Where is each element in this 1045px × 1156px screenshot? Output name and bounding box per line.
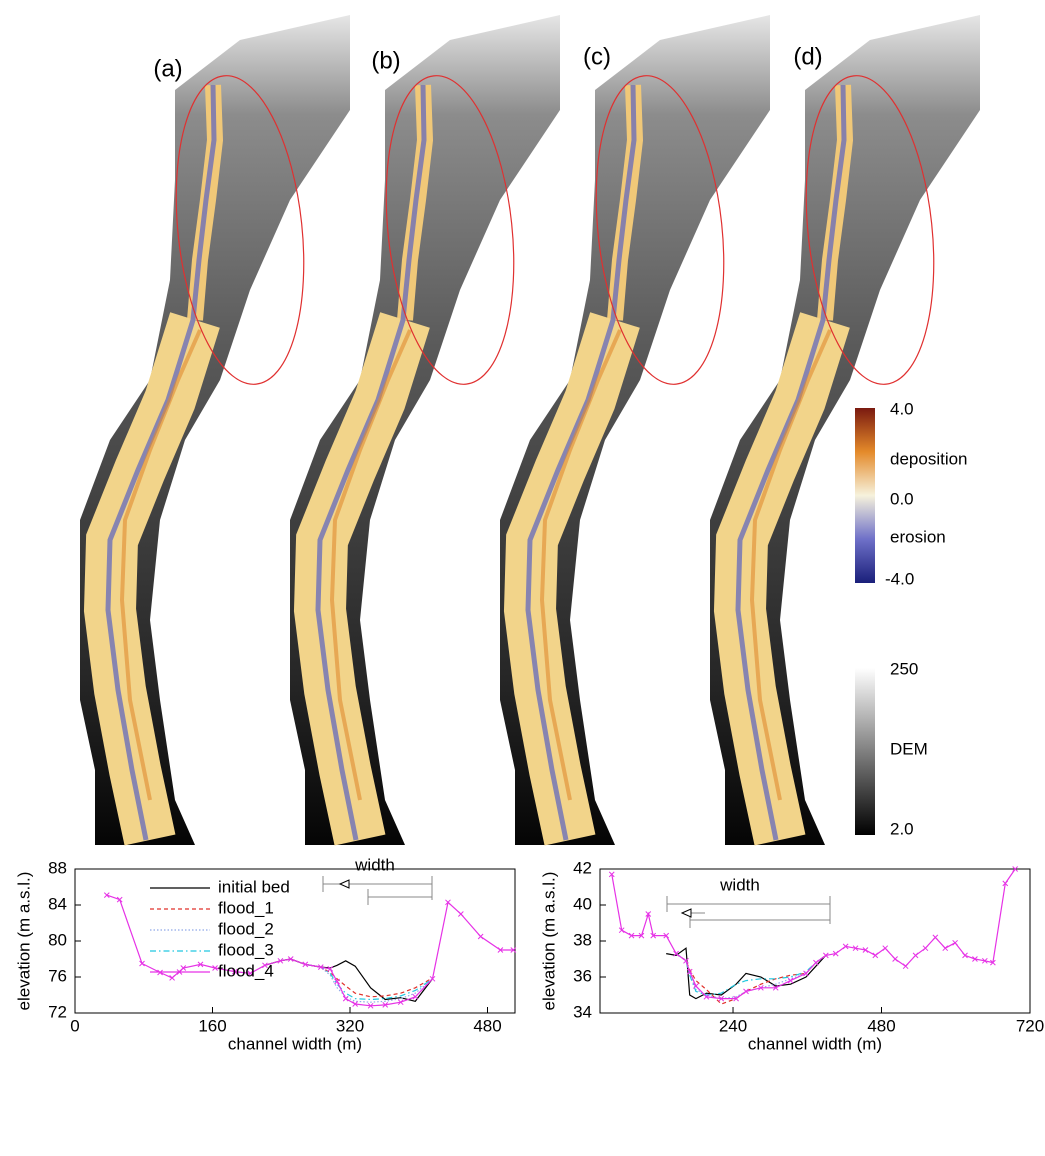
- panel-label: (b): [371, 47, 400, 74]
- y-tick-label: 40: [573, 894, 592, 913]
- colorbar-label: erosion: [890, 527, 946, 546]
- series-marker: [343, 996, 348, 1001]
- y-tick-label: 72: [48, 1002, 67, 1021]
- panel-label: (a): [153, 55, 182, 82]
- series-marker: [813, 960, 818, 965]
- y-tick-label: 36: [573, 966, 592, 985]
- plot-frame: [75, 869, 515, 1013]
- colorbar-label: deposition: [890, 449, 968, 468]
- legend-label: flood_1: [218, 898, 274, 917]
- y-tick-label: 38: [573, 930, 592, 949]
- change-colorbar: [855, 408, 875, 583]
- series-line: [305, 964, 432, 996]
- annotation: width: [354, 855, 395, 874]
- legend-label: flood_3: [218, 940, 274, 959]
- series-marker: [913, 953, 918, 958]
- panel-label: (c): [583, 43, 611, 70]
- series-marker: [943, 946, 948, 951]
- y-tick-label: 42: [573, 858, 592, 877]
- colorbar-label: 0.0: [890, 489, 914, 508]
- series-marker: [170, 975, 175, 980]
- series-marker: [903, 964, 908, 969]
- series-marker: [893, 957, 898, 962]
- x-tick-label: 480: [867, 1016, 895, 1035]
- x-tick-label: 160: [198, 1016, 226, 1035]
- x-tick-label: 240: [719, 1016, 747, 1035]
- maps: [80, 15, 980, 845]
- x-tick-label: 320: [336, 1016, 364, 1035]
- colorbar-label: 2.0: [890, 819, 914, 838]
- panel-label: (d): [793, 43, 822, 70]
- series-marker: [883, 946, 888, 951]
- series-marker: [873, 953, 878, 958]
- colorbar-label: DEM: [890, 739, 928, 758]
- map-d: [710, 15, 980, 845]
- series-marker: [140, 961, 145, 966]
- series-marker: [804, 971, 809, 976]
- y-tick-label: 76: [48, 966, 67, 985]
- colorbar-label: 4.0: [890, 399, 914, 418]
- y-axis-label: elevation (m a.s.l.): [539, 872, 558, 1011]
- y-axis-label: elevation (m a.s.l.): [14, 872, 33, 1011]
- series-marker: [413, 994, 418, 999]
- y-tick-label: 84: [48, 894, 67, 913]
- y-tick-label: 34: [573, 1002, 592, 1021]
- legend-label: initial bed: [218, 877, 290, 896]
- series-marker: [458, 912, 463, 917]
- annotation: width: [719, 875, 760, 894]
- legend-label: flood_4: [218, 961, 274, 980]
- x-axis-label: channel width (m): [228, 1034, 362, 1053]
- series-line: [612, 869, 1015, 999]
- series-marker: [963, 953, 968, 958]
- figure: (a) (b) (c) (d) 4.0 deposition 0.0 erosi…: [0, 0, 1045, 1156]
- series-line: [676, 954, 826, 999]
- x-tick-label: 720: [1016, 1016, 1044, 1035]
- series-marker: [478, 934, 483, 939]
- legend-label: flood_2: [218, 919, 274, 938]
- series-marker: [933, 935, 938, 940]
- x-axis-label: channel width (m): [748, 1034, 882, 1053]
- y-tick-label: 80: [48, 930, 67, 949]
- y-tick-label: 88: [48, 858, 67, 877]
- dem-colorbar: [855, 668, 875, 835]
- series-marker: [953, 940, 958, 945]
- series-marker: [923, 946, 928, 951]
- series-marker: [788, 978, 793, 983]
- colorbar-label: 250: [890, 659, 918, 678]
- colorbar-label: -4.0: [885, 569, 914, 588]
- x-tick-label: 480: [473, 1016, 501, 1035]
- plot-frame: [600, 869, 1030, 1013]
- x-tick-label: 0: [70, 1016, 79, 1035]
